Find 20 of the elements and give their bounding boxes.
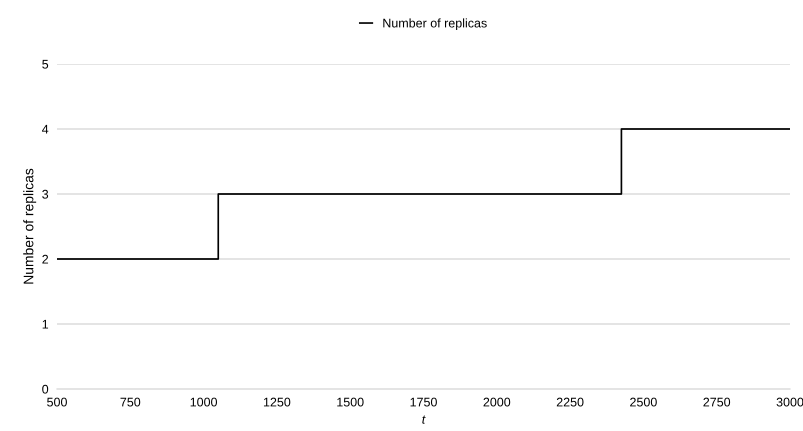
y-tick-label: 3 xyxy=(42,190,48,199)
x-tick-label: 2500 xyxy=(630,398,657,407)
y-tick-label: 0 xyxy=(42,384,48,394)
y-tick-label: 1 xyxy=(42,320,48,329)
x-tick-label: 2000 xyxy=(484,398,510,407)
x-tick-label: 2750 xyxy=(703,398,730,407)
y-tick-label: 5 xyxy=(42,60,48,69)
x-tick-label: 1750 xyxy=(410,398,437,407)
x-tick-label: 1250 xyxy=(264,398,290,407)
y-axis-title: Number of replicas xyxy=(23,168,36,284)
x-tick-label: 500 xyxy=(47,398,67,407)
x-tick-label: 750 xyxy=(120,398,140,407)
x-tick-label: 1000 xyxy=(190,398,218,407)
x-axis-title: t xyxy=(422,416,426,424)
x-tick-label: 3000 xyxy=(776,398,803,407)
y-tick-label: 2 xyxy=(42,254,48,264)
x-tick-label: 1500 xyxy=(337,398,364,407)
legend-label: Number of replicas xyxy=(383,18,487,30)
x-tick-label: 2250 xyxy=(556,398,584,407)
y-tick-label: 4 xyxy=(42,124,48,134)
